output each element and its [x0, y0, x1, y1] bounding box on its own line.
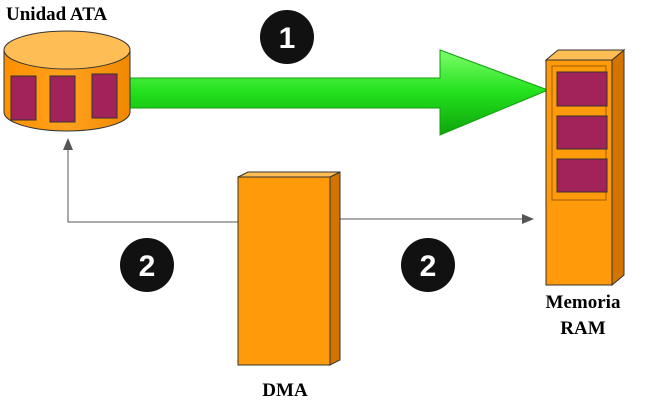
ata-unit-label: Unidad ATA — [6, 4, 107, 25]
badge-circle — [120, 238, 174, 292]
dma-side — [329, 171, 341, 366]
dma-label: DMA — [262, 380, 308, 401]
disk-slot-3 — [91, 73, 118, 119]
memory-cell-2 — [556, 115, 608, 150]
memory-side — [611, 48, 625, 287]
dma-to-ata-line — [67, 148, 238, 223]
transfer-arrow — [111, 49, 550, 136]
disk-slot-2 — [49, 75, 76, 123]
memory-label-line2: RAM — [560, 318, 605, 339]
badge-circle — [260, 10, 314, 64]
disk-slot-1 — [10, 75, 37, 121]
memory-label-line1: Memoria — [546, 292, 621, 313]
step-badge-1: 1 — [260, 10, 314, 64]
step-number: 2 — [420, 250, 437, 283]
memory-cell-1 — [556, 71, 608, 107]
dma-top — [237, 171, 341, 178]
memory-top — [544, 49, 626, 61]
dma-controller — [237, 171, 341, 366]
disk-top — [3, 30, 131, 70]
step-badge-2-right: 2 — [401, 238, 455, 292]
memory-ram — [544, 48, 626, 287]
memory-cell-3 — [556, 158, 608, 193]
step-badge-2-left: 2 — [120, 238, 174, 292]
ata-arrowhead — [63, 138, 73, 150]
ram-arrowhead — [522, 214, 534, 224]
badge-circle — [401, 238, 455, 292]
step-number: 2 — [139, 250, 156, 283]
step-number: 1 — [279, 22, 296, 55]
dma-connector-lines — [63, 138, 534, 224]
transfer-arrow-body — [111, 49, 550, 136]
ata-unit — [3, 30, 131, 132]
dma-controller-icon — [237, 176, 331, 366]
